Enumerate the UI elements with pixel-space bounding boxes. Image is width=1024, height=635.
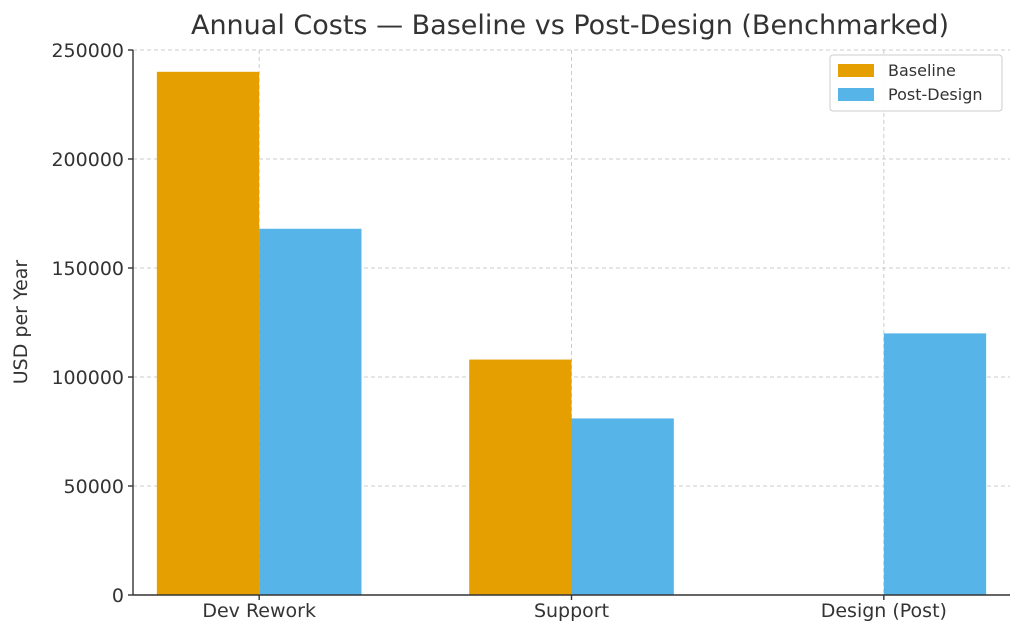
legend-swatch-1 [838, 88, 874, 101]
legend: Baseline Post-Design [829, 54, 1003, 112]
axes [128, 49, 1010, 600]
y-axis-label: USD per Year [10, 260, 32, 385]
grid-lines [133, 49, 1010, 595]
bar-post-design-1 [571, 418, 674, 595]
y-tick-label: 100000 [51, 367, 124, 389]
y-tick-label: 150000 [51, 258, 124, 280]
y-tick-label: 250000 [51, 40, 124, 62]
bars [156, 71, 987, 596]
y-tick-label: 0 [112, 585, 124, 607]
y-tick-label: 200000 [51, 149, 124, 171]
bar-post-design-0 [259, 228, 362, 595]
legend-label: Post-Design [888, 85, 983, 104]
x-tick-label: Support [534, 600, 609, 622]
x-tick-label: Design (Post) [821, 600, 947, 622]
legend-swatch-0 [838, 64, 874, 77]
x-tick-label: Dev Rework [202, 600, 316, 622]
y-tick-label: 50000 [64, 476, 124, 498]
bar-post-design-2 [883, 333, 987, 595]
bar-baseline-0 [156, 71, 260, 596]
chart-title: Annual Costs — Baseline vs Post-Design (… [191, 10, 949, 41]
tick-labels: 0 50000 100000 150000 200000 250000 Dev Rework… [51, 40, 946, 622]
bar-baseline-1 [469, 359, 572, 595]
legend-label: Baseline [888, 61, 956, 80]
